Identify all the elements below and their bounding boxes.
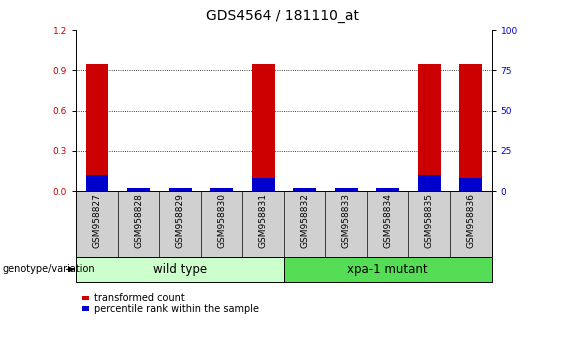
Bar [86, 64, 108, 191]
Bar [459, 64, 482, 191]
Bar [335, 188, 358, 191]
Bar [252, 64, 275, 191]
Text: GSM958836: GSM958836 [466, 193, 475, 248]
Text: wild type: wild type [153, 263, 207, 276]
Text: GSM958833: GSM958833 [342, 193, 351, 248]
Text: GSM958835: GSM958835 [425, 193, 434, 248]
Bar [127, 188, 150, 191]
Text: percentile rank within the sample: percentile rank within the sample [94, 304, 259, 314]
Bar [86, 175, 108, 191]
Text: xpa-1 mutant: xpa-1 mutant [347, 263, 428, 276]
Text: GSM958827: GSM958827 [93, 193, 102, 248]
Text: GSM958832: GSM958832 [300, 193, 309, 248]
Text: GSM958828: GSM958828 [134, 193, 143, 248]
Text: GSM958831: GSM958831 [259, 193, 268, 248]
Bar [252, 178, 275, 191]
Bar [418, 175, 441, 191]
Text: GSM958830: GSM958830 [217, 193, 226, 248]
Bar [376, 188, 399, 191]
Bar [169, 188, 192, 191]
Bar [293, 188, 316, 191]
Bar [459, 178, 482, 191]
Bar [210, 188, 233, 191]
Text: GSM958829: GSM958829 [176, 193, 185, 248]
Text: genotype/variation: genotype/variation [3, 264, 95, 274]
Text: GDS4564 / 181110_at: GDS4564 / 181110_at [206, 9, 359, 23]
Text: GSM958834: GSM958834 [383, 193, 392, 248]
Text: transformed count: transformed count [94, 293, 185, 303]
Bar [418, 64, 441, 191]
